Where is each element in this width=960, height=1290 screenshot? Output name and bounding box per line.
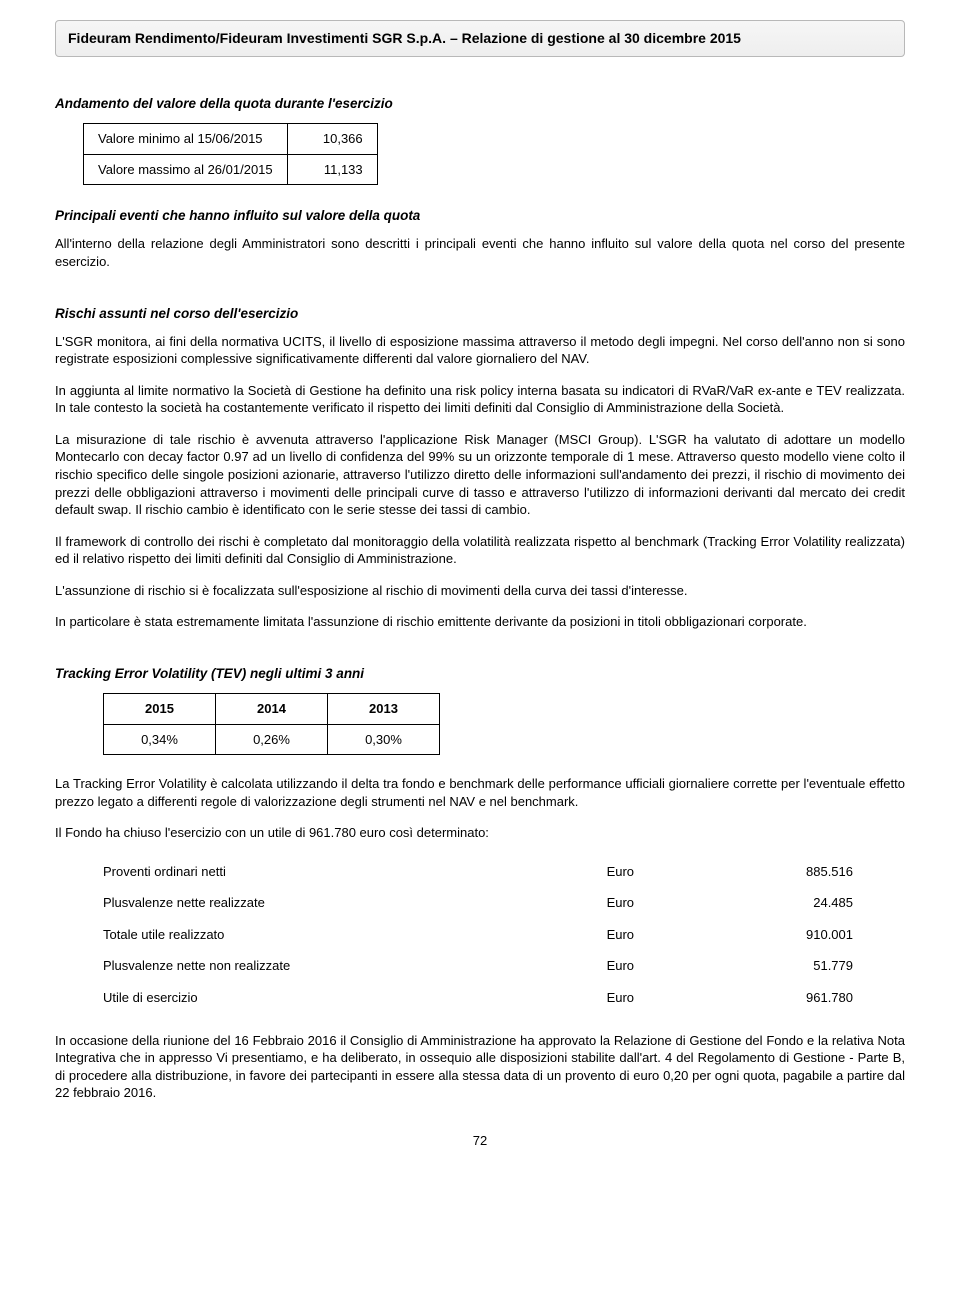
utile-label: Proventi ordinari netti xyxy=(103,856,607,888)
quota-value: 10,366 xyxy=(287,124,377,155)
table-row: Totale utile realizzato Euro 910.001 xyxy=(103,919,853,951)
closing-p1: In occasione della riunione del 16 Febbr… xyxy=(55,1032,905,1102)
utile-label: Plusvalenze nette realizzate xyxy=(103,887,607,919)
utile-amount: 24.485 xyxy=(735,887,853,919)
table-row: Valore minimo al 15/06/2015 10,366 xyxy=(84,124,378,155)
utile-amount: 51.779 xyxy=(735,950,853,982)
page-number: 72 xyxy=(55,1132,905,1150)
tev-header: 2013 xyxy=(328,694,440,725)
section1-title: Andamento del valore della quota durante… xyxy=(55,95,905,113)
section3-p6: In particolare è stata estremamente limi… xyxy=(55,613,905,631)
section3-p5: L'assunzione di rischio si è focalizzata… xyxy=(55,582,905,600)
table-row: Utile di esercizio Euro 961.780 xyxy=(103,982,853,1014)
utile-intro: Il Fondo ha chiuso l'esercizio con un ut… xyxy=(55,824,905,842)
header-text: Fideuram Rendimento/Fideuram Investiment… xyxy=(68,30,741,46)
table-row: Plusvalenze nette realizzate Euro 24.485 xyxy=(103,887,853,919)
section2-title: Principali eventi che hanno influito sul… xyxy=(55,207,905,225)
tev-value: 0,30% xyxy=(328,724,440,755)
section3-p4: Il framework di controllo dei rischi è c… xyxy=(55,533,905,568)
tev-p1: La Tracking Error Volatility è calcolata… xyxy=(55,775,905,810)
utile-euro: Euro xyxy=(607,887,736,919)
section3-p1: L'SGR monitora, ai fini della normativa … xyxy=(55,333,905,368)
utile-amount: 885.516 xyxy=(735,856,853,888)
tev-value: 0,34% xyxy=(104,724,216,755)
table-row: Valore massimo al 26/01/2015 11,133 xyxy=(84,154,378,185)
table-row: Proventi ordinari netti Euro 885.516 xyxy=(103,856,853,888)
section3-p2: In aggiunta al limite normativo la Socie… xyxy=(55,382,905,417)
utile-table: Proventi ordinari netti Euro 885.516 Plu… xyxy=(103,856,853,1014)
tev-value: 0,26% xyxy=(216,724,328,755)
utile-euro: Euro xyxy=(607,982,736,1014)
utile-amount: 910.001 xyxy=(735,919,853,951)
quota-label: Valore massimo al 26/01/2015 xyxy=(84,154,288,185)
tev-table: 2015 2014 2013 0,34% 0,26% 0,30% xyxy=(103,693,440,755)
utile-label: Totale utile realizzato xyxy=(103,919,607,951)
quota-label: Valore minimo al 15/06/2015 xyxy=(84,124,288,155)
quota-value: 11,133 xyxy=(287,154,377,185)
utile-amount: 961.780 xyxy=(735,982,853,1014)
section2-p1: All'interno della relazione degli Ammini… xyxy=(55,235,905,270)
tev-title: Tracking Error Volatility (TEV) negli ul… xyxy=(55,665,905,683)
tev-header: 2014 xyxy=(216,694,328,725)
utile-label: Plusvalenze nette non realizzate xyxy=(103,950,607,982)
utile-euro: Euro xyxy=(607,919,736,951)
page-header: Fideuram Rendimento/Fideuram Investiment… xyxy=(55,20,905,57)
section3-p3: La misurazione di tale rischio è avvenut… xyxy=(55,431,905,519)
utile-euro: Euro xyxy=(607,856,736,888)
utile-label: Utile di esercizio xyxy=(103,982,607,1014)
quota-table: Valore minimo al 15/06/2015 10,366 Valor… xyxy=(83,123,378,185)
table-row: Plusvalenze nette non realizzate Euro 51… xyxy=(103,950,853,982)
tev-header-row: 2015 2014 2013 xyxy=(104,694,440,725)
section3-title: Rischi assunti nel corso dell'esercizio xyxy=(55,305,905,323)
utile-euro: Euro xyxy=(607,950,736,982)
tev-value-row: 0,34% 0,26% 0,30% xyxy=(104,724,440,755)
tev-header: 2015 xyxy=(104,694,216,725)
